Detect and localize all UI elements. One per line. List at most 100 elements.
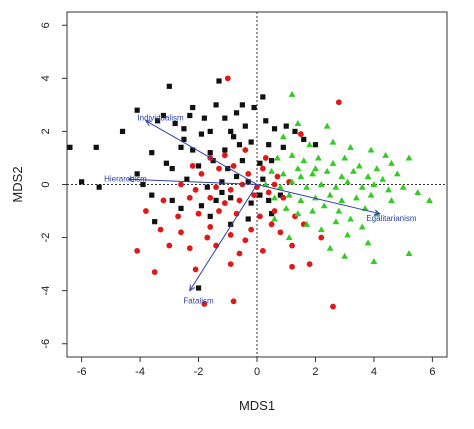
circle-point (277, 229, 284, 236)
y-tick-label: 4 (40, 75, 52, 81)
triangle-point (285, 191, 293, 198)
triangle-point (303, 220, 311, 227)
square-point (283, 123, 289, 129)
square-point (172, 120, 178, 127)
square-point (160, 112, 167, 119)
y-tick-label: -6 (40, 339, 52, 349)
square-point (195, 285, 202, 291)
axes: -6 -4 -2 0 2 4 6 -6 -4 -2 0 2 4 6 (40, 11, 448, 378)
triangle-point (297, 173, 305, 180)
square-point (149, 192, 155, 198)
vector-label: Hierarchism (104, 174, 147, 183)
square-point (312, 142, 319, 148)
square-point (207, 213, 213, 219)
square-point (187, 112, 193, 119)
triangle-point (405, 250, 413, 257)
square-point (222, 115, 228, 121)
circle-point (335, 99, 342, 106)
y-tick-label: 6 (40, 22, 52, 28)
square-point (260, 176, 266, 182)
circle-point (178, 229, 184, 236)
square-point (292, 128, 298, 135)
triangle-point (379, 175, 387, 182)
triangle-point (350, 167, 357, 174)
vector-arrowhead (144, 120, 152, 127)
triangle-point (288, 151, 296, 158)
triangle-point (405, 154, 413, 161)
square-point (134, 171, 140, 177)
square-point (245, 216, 251, 222)
circle-point (201, 301, 208, 307)
triangle-point (297, 197, 305, 203)
circle-point (230, 163, 237, 169)
square-point (207, 128, 213, 135)
x-axis-title: MDS1 (239, 398, 275, 413)
circle-point (248, 226, 255, 233)
circle-point (306, 261, 313, 268)
square-point (228, 221, 234, 227)
x-tick-label: -2 (194, 366, 204, 378)
circle-point (259, 247, 266, 254)
triangle-point (329, 159, 337, 166)
square-point (236, 142, 243, 148)
x-tick-label: 2 (312, 366, 318, 378)
square-point (213, 197, 219, 204)
triangle-point (388, 159, 395, 166)
square-point (169, 197, 175, 204)
vector-line (256, 184, 380, 215)
square-point (184, 176, 190, 182)
square-point (277, 192, 283, 198)
y-tick-label: -2 (40, 233, 52, 243)
triangle-point (323, 167, 331, 174)
scatter-points (67, 75, 433, 310)
circle-point (274, 173, 281, 180)
square-point (134, 107, 140, 113)
circle-point (289, 242, 295, 249)
square-point (228, 195, 234, 201)
circle-point (227, 186, 234, 193)
triangle-point (364, 239, 372, 246)
square-point (79, 179, 85, 185)
circle-point (198, 170, 205, 177)
square-point (93, 144, 99, 150)
triangle-point (276, 183, 284, 190)
triangle-point (332, 218, 340, 225)
square-point (251, 104, 257, 111)
triangle-point (326, 244, 334, 251)
square-point (271, 126, 278, 132)
triangle-point (268, 167, 276, 174)
triangle-point (382, 151, 390, 158)
square-point (225, 165, 231, 172)
circle-point (216, 165, 222, 172)
square-point (222, 147, 228, 153)
circle-point (268, 221, 275, 228)
triangle-point (314, 154, 322, 161)
triangle-point (358, 223, 366, 230)
circle-point (178, 181, 184, 188)
circle-point (227, 261, 234, 268)
square-point (242, 123, 248, 129)
triangle-point (347, 143, 354, 150)
x-tick-label: 6 (429, 366, 435, 378)
square-point (257, 160, 263, 166)
square-point (228, 128, 234, 135)
y-tick-label: 2 (40, 128, 52, 134)
triangle-point (367, 146, 375, 153)
square-point (239, 158, 245, 164)
circle-point (236, 250, 243, 257)
square-point (231, 134, 237, 140)
square-point (181, 126, 187, 132)
circle-point (160, 197, 167, 204)
circle-point (257, 213, 263, 220)
circle-point (204, 234, 211, 241)
circle-point (271, 208, 278, 214)
square-point (198, 131, 205, 137)
triangle-point (338, 197, 346, 203)
square-point (204, 184, 210, 190)
circle-point (289, 263, 295, 270)
square-point (245, 179, 251, 185)
circle-point (242, 237, 249, 244)
triangle-point (320, 202, 328, 209)
triangle-point (393, 170, 401, 177)
